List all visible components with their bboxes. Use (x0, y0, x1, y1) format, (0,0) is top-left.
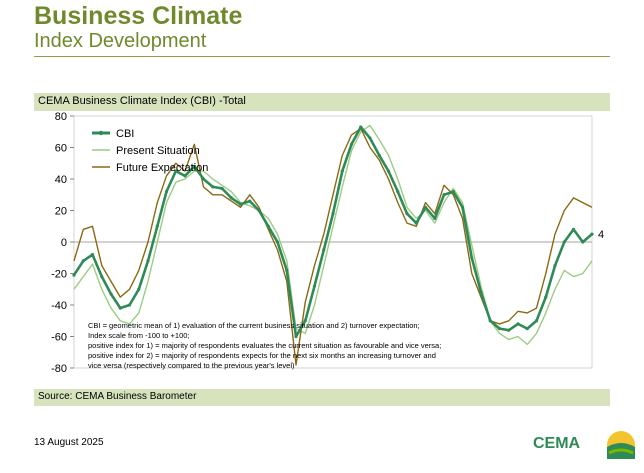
cbi-point (340, 169, 344, 173)
cbi-point (118, 306, 122, 310)
page-title: Business Climate (34, 2, 243, 30)
cema-logo: CEMA (533, 425, 637, 465)
cbi-point (488, 319, 492, 323)
cbi-point (396, 190, 400, 194)
legend-entry: Present Situation (116, 145, 200, 157)
page-subtitle: Index Development (34, 30, 207, 52)
cbi-point (525, 327, 529, 331)
y-tick-label: 20 (55, 206, 67, 218)
legend-entry: Future Expectation (116, 162, 208, 174)
source-text: Source: CEMA Business Barometer (38, 391, 197, 402)
header-divider (34, 56, 610, 57)
cbi-point (460, 205, 465, 209)
cbi-point (497, 327, 502, 331)
cbi-point (553, 264, 557, 268)
cbi-point (562, 240, 566, 244)
cbi-point (442, 193, 446, 197)
cbi-point (581, 240, 585, 244)
cbi-point (414, 221, 418, 225)
cbi-point (377, 153, 381, 157)
cbi-point (405, 212, 409, 216)
y-tick-label: -40 (51, 300, 67, 312)
footer-date: 13 August 2025 (34, 437, 104, 448)
cbi-point (109, 292, 113, 296)
series-line-present-situation (73, 124, 593, 346)
cbi-point (257, 208, 261, 213)
y-tick-label: 40 (55, 174, 67, 186)
cbi-point (155, 224, 159, 228)
cbi-point (220, 186, 224, 191)
cbi-point (433, 216, 437, 220)
cbi-point (294, 334, 298, 339)
y-tick-label: -60 (51, 332, 67, 344)
note-line: positive index for 2) = majority of resp… (88, 351, 436, 360)
cbi-point (229, 196, 233, 200)
cbi-point (174, 169, 178, 173)
cbi-point (192, 164, 196, 168)
cbi-point (211, 185, 215, 189)
cbi-point (331, 212, 335, 216)
cbi-point (81, 259, 85, 263)
legend-marker (98, 130, 104, 136)
source-bar: Source: CEMA Business Barometer (34, 389, 610, 406)
cbi-point (386, 169, 391, 173)
cbi-point (248, 199, 252, 203)
cbi-point (312, 284, 317, 288)
cbi-point (368, 136, 372, 140)
chart-note: CBI = geometric mean of 1) evaluation of… (88, 321, 488, 371)
chart-title-bar: CEMA Business Climate Index (CBI) -Total (34, 93, 610, 111)
chart-title: CEMA Business Climate Index (CBI) -Total (38, 95, 246, 107)
cbi-point (100, 275, 104, 279)
cbi-point (127, 303, 132, 307)
cbi-point (137, 287, 141, 291)
cbi-point (90, 253, 95, 257)
cbi-point (164, 190, 169, 194)
note-line: vice versa (respectively compared to the… (88, 361, 295, 370)
cbi-point (322, 248, 326, 252)
series-line-future-expectation (73, 127, 593, 366)
cbi-point (238, 202, 243, 206)
cbi-point (349, 142, 354, 146)
legend-entry: CBI (116, 128, 134, 140)
cbi-end-label: 4 (598, 229, 604, 241)
cbi-point (285, 268, 289, 272)
series-line-cbi (72, 125, 593, 338)
cbi-point (359, 125, 363, 129)
note-line: CBI = geometric mean of 1) evaluation of… (88, 321, 420, 330)
cbi-point (303, 319, 307, 323)
cbi-point (544, 295, 548, 299)
cbi-point (571, 227, 576, 231)
cbi-point (534, 319, 539, 323)
y-tick-label: -80 (51, 363, 67, 375)
cbi-point (470, 256, 474, 260)
cbi-point (451, 190, 455, 194)
note-line: positive index for 1) = majority of resp… (88, 341, 442, 350)
cbi-point (479, 290, 483, 294)
cbi-point (183, 174, 187, 178)
y-tick-label: 60 (55, 143, 67, 155)
cbi-point (507, 328, 511, 332)
cbi-point (275, 240, 280, 244)
cbi-point (72, 273, 76, 277)
cbi-point (516, 322, 520, 326)
cbi-point (266, 224, 270, 228)
cbi-point (590, 232, 594, 236)
note-line: Index scale from -100 to +100; (88, 331, 190, 340)
cbi-point (423, 205, 428, 209)
y-tick-label: 80 (55, 111, 67, 123)
y-tick-label: 0 (61, 237, 67, 249)
logo-globe-icon (607, 431, 635, 459)
y-tick-label: -20 (51, 269, 67, 281)
cbi-point (201, 177, 206, 181)
logo-text: CEMA (533, 435, 581, 452)
cbi-point (146, 259, 150, 263)
